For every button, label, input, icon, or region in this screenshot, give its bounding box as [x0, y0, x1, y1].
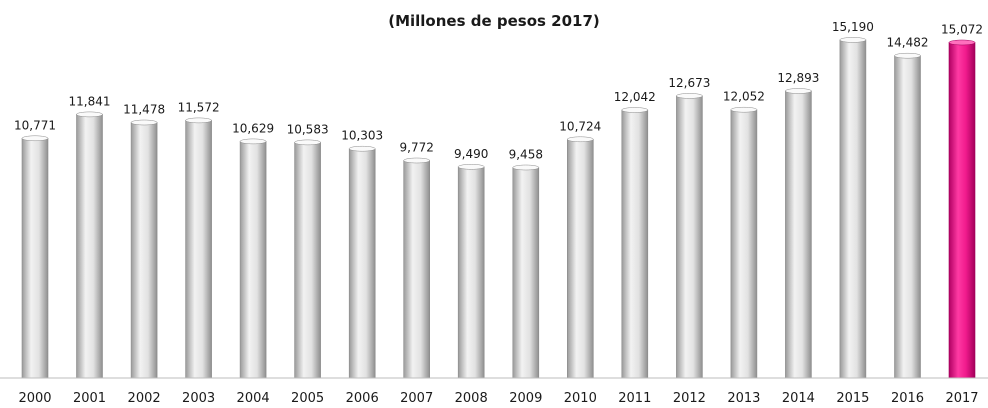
x-tick-label-2014: 2014	[782, 391, 815, 406]
value-label-2006: 10,303	[341, 129, 383, 143]
bar-2006	[348, 148, 376, 379]
x-tick-label-2000: 2000	[18, 391, 51, 406]
bar-2015	[839, 39, 867, 379]
x-tick-label-2010: 2010	[564, 391, 597, 406]
x-tick-label-2003: 2003	[182, 391, 215, 406]
bar-cap-2008	[457, 164, 485, 170]
bars-group: 10,771 2000 11,841 2001 11,478 2002 11,572 2003…	[14, 20, 983, 406]
value-label-2000: 10,771	[14, 118, 56, 132]
x-tick-label-2009: 2009	[509, 391, 542, 406]
bar-cap-2012	[676, 93, 703, 99]
bar-2013	[730, 109, 758, 379]
bar-2012	[676, 95, 703, 379]
bar-cap-2009	[512, 164, 540, 171]
bar-cap-2004	[239, 138, 267, 145]
value-label-2002: 11,478	[123, 103, 165, 117]
bar-2004	[239, 141, 267, 379]
bar-2010	[566, 139, 594, 379]
value-label-2001: 11,841	[69, 94, 111, 108]
value-label-2013: 12,052	[723, 90, 765, 104]
bar-2007	[403, 160, 431, 379]
bar-cap-2014	[785, 88, 812, 94]
bar-cap-2005	[294, 139, 321, 146]
value-label-2016: 14,482	[887, 36, 929, 50]
bar-2016	[894, 55, 921, 379]
value-label-2015: 15,190	[832, 20, 874, 34]
bar-cap-2001	[76, 111, 103, 118]
x-tick-label-2002: 2002	[128, 391, 161, 406]
value-label-2004: 10,629	[232, 121, 274, 135]
bar-2011	[621, 109, 649, 379]
bar-cap-2010	[567, 136, 594, 143]
chart-title: (Millones de pesos 2017)	[388, 12, 600, 30]
bar-cap-2011	[621, 107, 649, 113]
x-tick-label-2007: 2007	[400, 391, 433, 406]
bar-cap-2006	[348, 145, 376, 152]
x-tick-label-2012: 2012	[673, 391, 706, 406]
value-label-2011: 12,042	[614, 90, 656, 104]
value-label-2003: 11,572	[178, 100, 220, 114]
bar-cap-2016	[894, 52, 921, 59]
x-tick-label-2004: 2004	[237, 391, 270, 406]
bar-2017	[948, 42, 976, 379]
value-label-2008: 9,490	[454, 147, 488, 161]
bar-cap-2007	[403, 157, 430, 164]
value-label-2010: 10,724	[559, 119, 601, 133]
x-tick-label-2001: 2001	[73, 391, 106, 406]
x-tick-label-2005: 2005	[291, 391, 324, 406]
x-tick-label-2013: 2013	[727, 391, 760, 406]
bar-2001	[76, 114, 103, 379]
bar-cap-2003	[185, 117, 212, 124]
value-label-2014: 12,893	[777, 71, 819, 85]
bar-cap-2015	[839, 37, 867, 43]
bar-2005	[294, 142, 321, 379]
value-label-2009: 9,458	[509, 148, 543, 162]
bar-2003	[185, 120, 212, 379]
bar-cap-2017	[948, 39, 976, 46]
bar-cap-2000	[21, 135, 49, 142]
value-label-2012: 12,673	[668, 76, 710, 90]
x-tick-label-2016: 2016	[891, 391, 924, 406]
bar-2009	[512, 167, 540, 379]
bar-2000	[21, 138, 49, 379]
bar-cap-2013	[730, 106, 758, 113]
value-label-2005: 10,583	[287, 122, 329, 136]
bar-2014	[785, 90, 812, 379]
x-tick-label-2015: 2015	[836, 391, 869, 406]
x-tick-label-2006: 2006	[346, 391, 379, 406]
value-label-2017: 15,072	[941, 23, 983, 37]
x-tick-label-2017: 2017	[945, 391, 978, 406]
x-tick-label-2011: 2011	[618, 391, 651, 406]
bar-2008	[457, 166, 485, 379]
x-tick-label-2008: 2008	[455, 391, 488, 406]
bar-cap-2002	[130, 119, 158, 126]
value-label-2007: 9,772	[400, 141, 434, 155]
bar-2002	[130, 122, 158, 379]
